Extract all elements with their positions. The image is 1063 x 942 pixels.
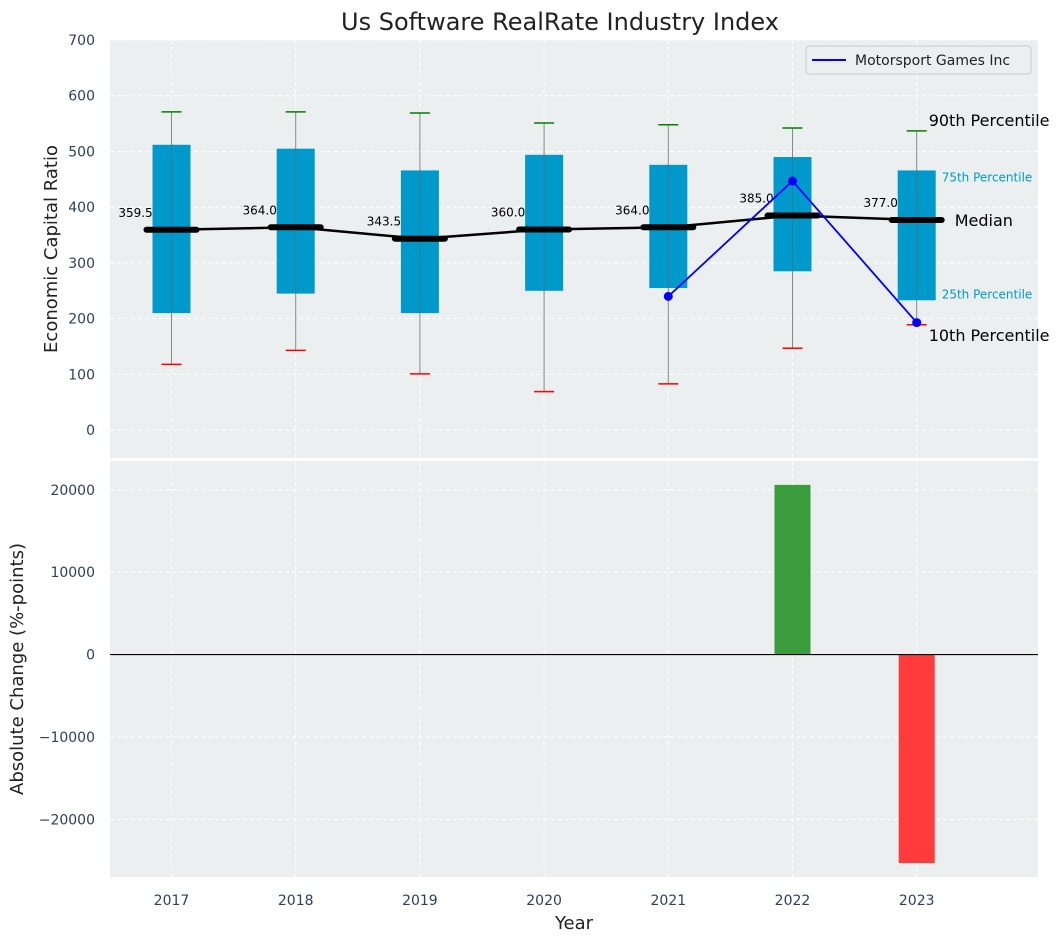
top-y-tick-label: 700 bbox=[68, 33, 95, 49]
annotation-p10: 10th Percentile bbox=[929, 326, 1050, 345]
median-value-label: 364.0 bbox=[243, 203, 277, 217]
x-tick-label: 2017 bbox=[154, 893, 190, 909]
annotation-p25: 25th Percentile bbox=[942, 287, 1033, 301]
bottom-y-tick-label: 0 bbox=[86, 648, 95, 664]
bottom-y-tick-label: 20000 bbox=[50, 483, 95, 499]
top-y-tick-label: 100 bbox=[68, 367, 95, 383]
company-point bbox=[788, 176, 797, 186]
x-axis-label: Year bbox=[554, 913, 594, 934]
bottom-y-axis-label: Absolute Change (%-points) bbox=[7, 543, 28, 795]
median-value-label: 377.0 bbox=[864, 196, 898, 210]
median-value-label: 343.5 bbox=[367, 215, 401, 229]
x-tick-label: 2021 bbox=[650, 893, 686, 909]
median-value-label: 385.0 bbox=[739, 192, 773, 206]
change-bar bbox=[774, 484, 811, 655]
change-bar bbox=[898, 654, 935, 863]
top-y-tick-label: 300 bbox=[68, 256, 95, 272]
x-tick-label: 2022 bbox=[775, 893, 811, 909]
legend-box bbox=[805, 45, 1032, 75]
x-tick-label: 2023 bbox=[899, 893, 935, 909]
median-value-label: 364.0 bbox=[615, 203, 649, 217]
top-y-tick-label: 200 bbox=[68, 312, 95, 328]
company-point bbox=[663, 291, 673, 301]
median-value-label: 360.0 bbox=[491, 205, 525, 219]
bottom-y-tick-label: 10000 bbox=[50, 565, 95, 581]
legend-label: Motorsport Games Inc bbox=[855, 53, 1010, 69]
top-y-tick-label: 400 bbox=[68, 200, 95, 216]
top-y-tick-label: 600 bbox=[68, 89, 95, 105]
annotation-p90: 90th Percentile bbox=[929, 111, 1050, 130]
x-tick-label: 2020 bbox=[526, 893, 562, 909]
top-plot-area bbox=[110, 40, 1038, 458]
median-value-label: 359.5 bbox=[118, 206, 152, 220]
x-tick-label: 2018 bbox=[278, 893, 314, 909]
company-point bbox=[912, 318, 922, 328]
bottom-y-tick-label: −20000 bbox=[39, 812, 95, 828]
legend: Motorsport Games Inc bbox=[805, 45, 1032, 75]
top-y-tick-label: 0 bbox=[86, 423, 95, 439]
top-y-axis-label: Economic Capital Ratio bbox=[41, 145, 62, 353]
bottom-plot-area bbox=[110, 461, 1038, 877]
chart-title: Us Software RealRate Industry Index bbox=[341, 8, 779, 36]
annotation-p75: 75th Percentile bbox=[942, 170, 1033, 184]
annotation-median: Median bbox=[955, 211, 1013, 230]
x-tick-label: 2019 bbox=[402, 893, 438, 909]
bottom-y-tick-label: −10000 bbox=[39, 730, 95, 746]
top-y-tick-label: 500 bbox=[68, 144, 95, 160]
